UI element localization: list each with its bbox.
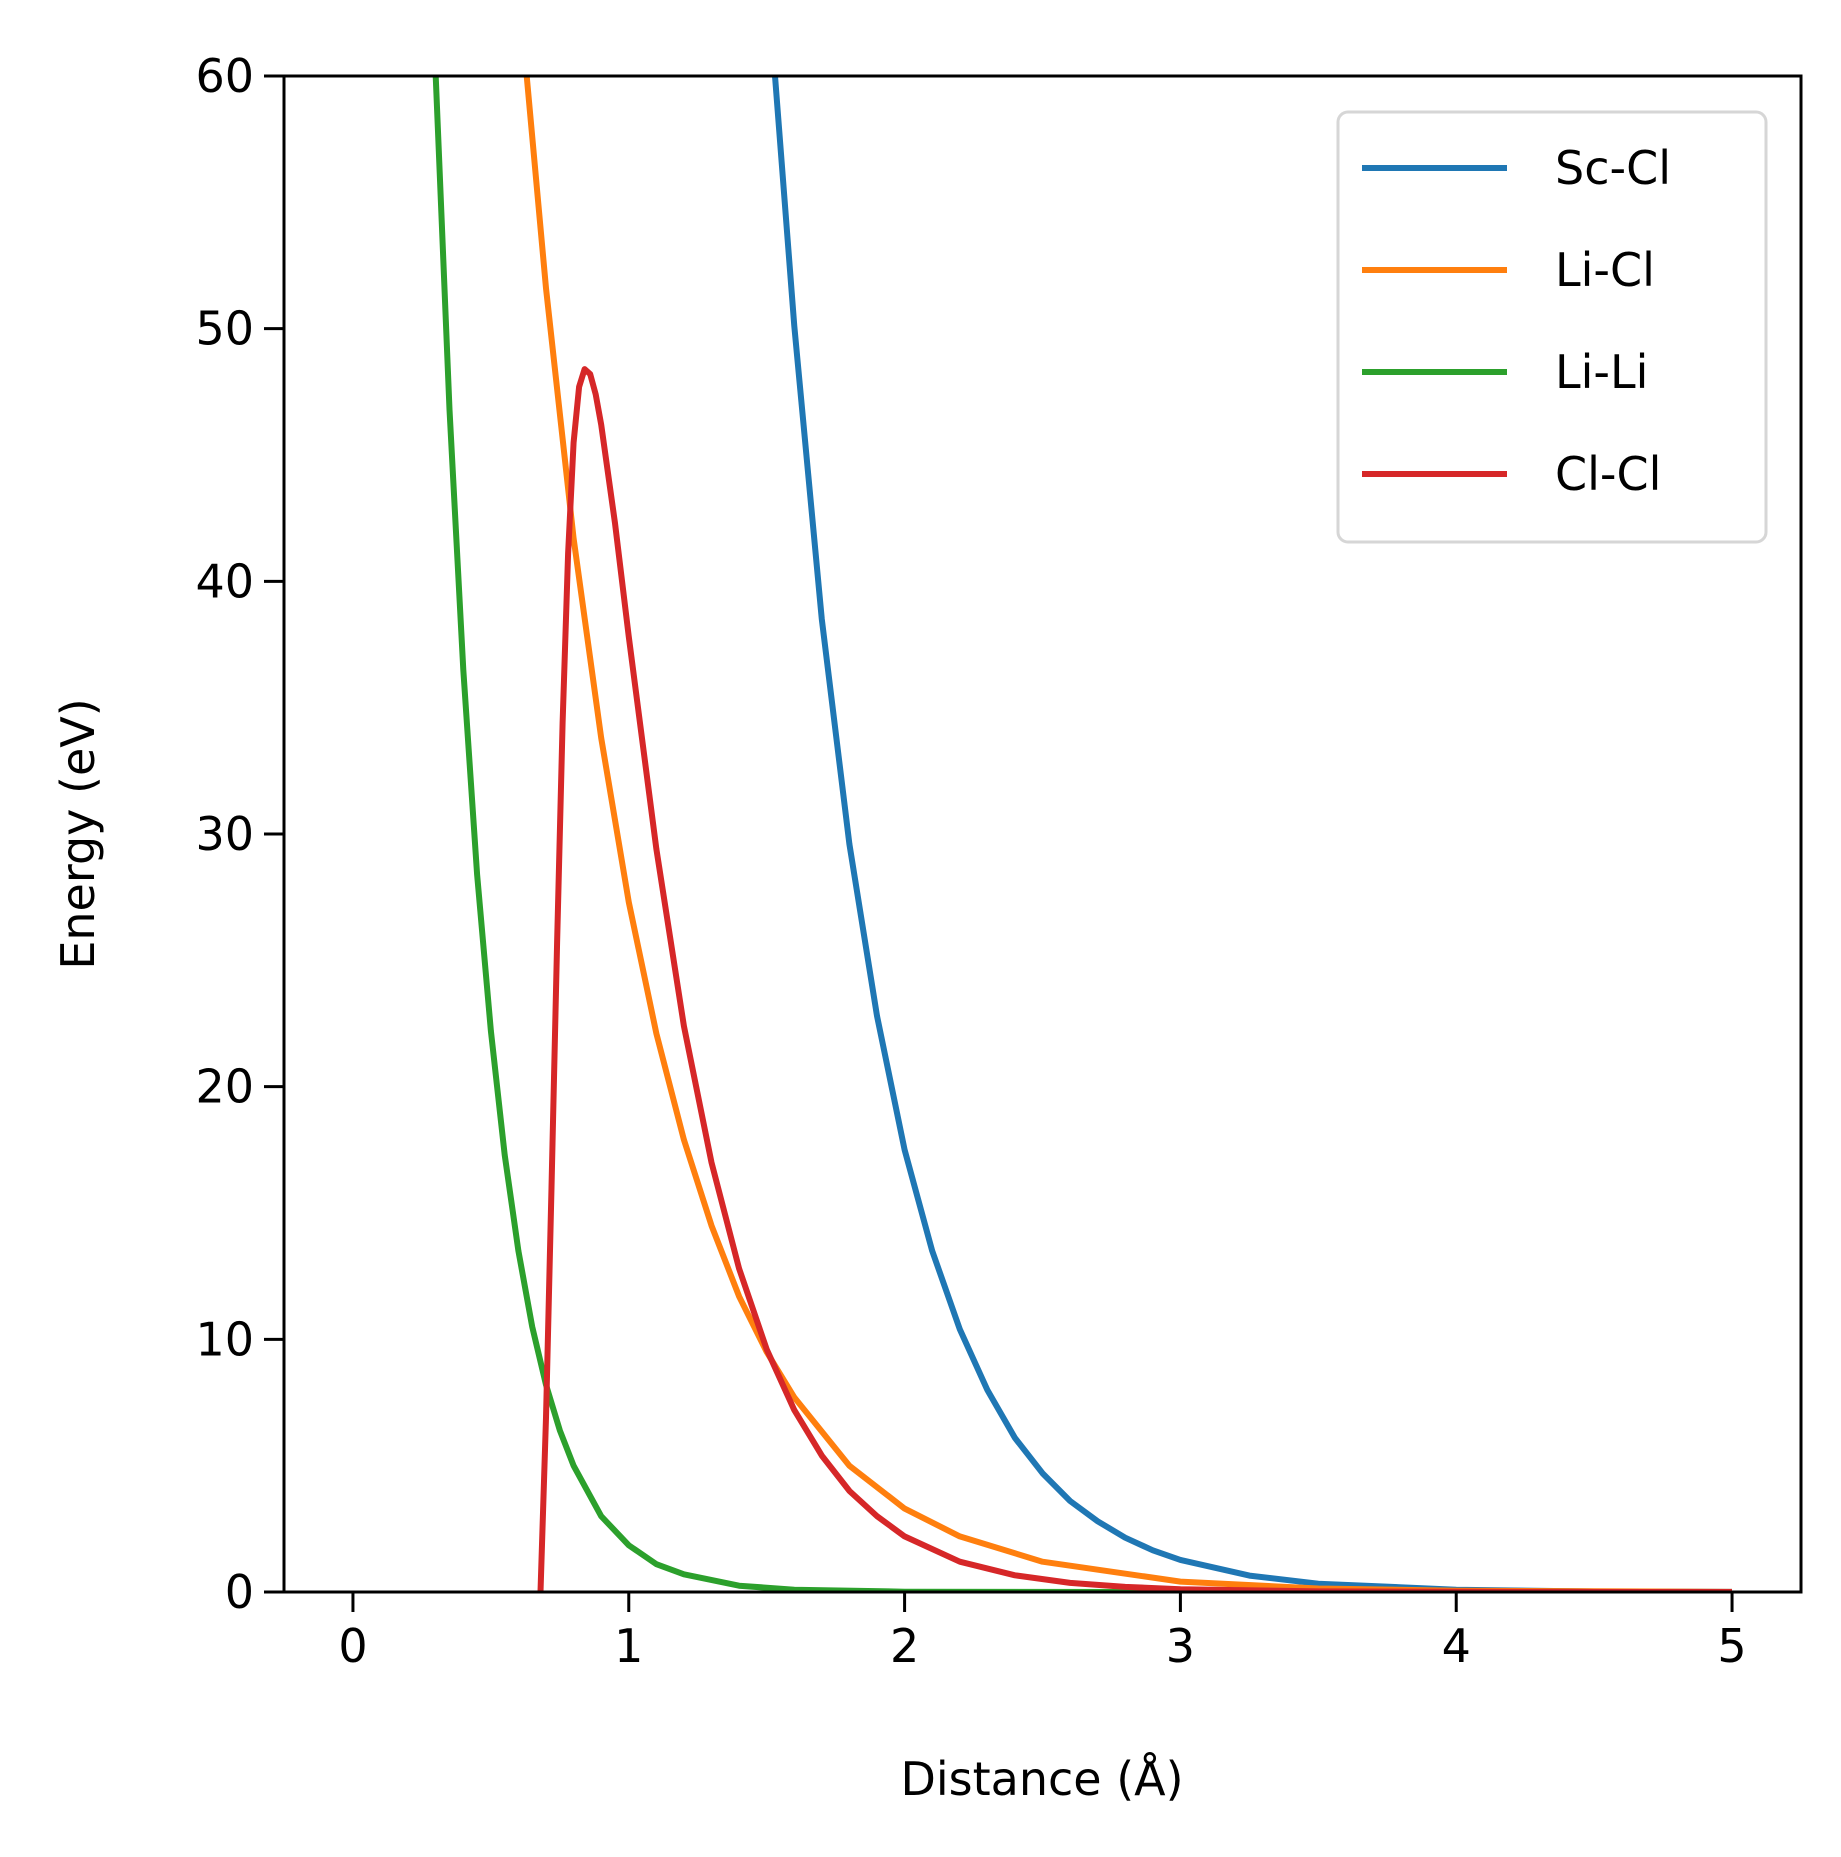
y-tick-label: 40 [195,554,254,608]
x-tick-label: 3 [1166,1619,1195,1673]
x-axis-label: Distance (Å) [900,1752,1183,1806]
x-tick-label: 0 [338,1619,367,1673]
x-tick-label: 4 [1442,1619,1471,1673]
y-tick-label: 30 [195,807,254,861]
y-tick-label: 10 [195,1312,254,1366]
legend-frame [1336,110,1768,544]
x-tick-label: 5 [1717,1619,1746,1673]
y-axis-label: Energy (eV) [51,698,105,969]
legend-label-li-li: Li-Li [1555,345,1648,399]
series-line-sc-cl [772,76,1733,1592]
y-tick-label: 50 [195,302,254,356]
legend-label-cl-cl: Cl-Cl [1555,447,1661,501]
legend-label-sc-cl: Sc-Cl [1555,141,1671,195]
y-tick-label: 20 [195,1060,254,1114]
legend: Sc-Cl Li-Cl Li-Li Cl-Cl [1336,110,1768,544]
x-tick-label: 1 [614,1619,643,1673]
x-tick-label: 2 [890,1619,919,1673]
legend-label-li-cl: Li-Cl [1555,243,1655,297]
y-tick-label: 60 [195,49,254,103]
y-tick-label: 0 [225,1565,254,1619]
series-line-cl-cl [537,366,1733,1592]
